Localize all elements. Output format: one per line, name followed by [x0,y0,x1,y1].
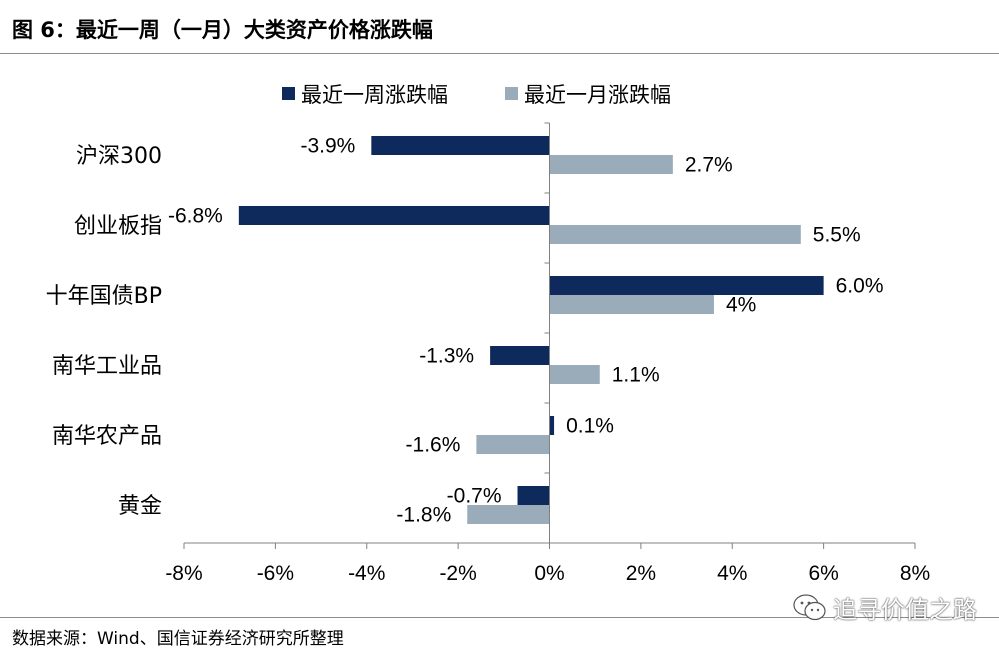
category-label-1: 创业板指 [74,214,162,239]
legend-swatch-0 [282,87,295,100]
bar-month-0 [549,155,673,174]
data-label-month-0: 2.7% [685,154,733,177]
bar-month-3 [549,365,600,384]
value-tick-label-2: -4% [348,562,385,585]
data-label-month-1: 5.5% [813,224,861,247]
watermark-text: 追寻价值之路 [833,596,977,624]
value-tick-label-6: 4% [717,562,747,585]
data-label-week-5: -0.7% [447,485,502,508]
category-label-5: 黄金 [118,494,162,519]
data-label-month-4: -1.6% [406,434,461,457]
data-label-week-0: -3.9% [300,135,355,158]
category-label-2: 十年国债BP [46,284,162,309]
bar-week-2 [549,276,824,295]
figure-title: 图 6：最近一周（一月）大类资产价格涨跌幅 [12,18,433,42]
legend-swatch-1 [505,87,518,100]
title-rule [0,53,999,54]
value-tick-label-7: 6% [808,562,838,585]
bar-week-5 [517,486,550,505]
bar-week-0 [371,136,550,155]
bar-month-4 [476,435,550,454]
bar-month-1 [549,225,801,244]
category-label-4: 南华农产品 [52,424,162,449]
bar-week-1 [238,206,550,225]
legend-label-1: 最近一月涨跌幅 [524,83,671,107]
data-label-week-3: -1.3% [419,345,474,368]
value-tick-label-1: -6% [257,562,294,585]
data-label-week-4: 0.1% [566,415,614,438]
bar-chart: 最近一周涨跌幅 最近一月涨跌幅 -3.9% 2.7% 沪深300 -6.8% 5.5% 创业板… [46,83,931,585]
bar-week-4 [549,416,555,435]
data-label-week-1: -6.8% [168,205,223,228]
data-label-week-2: 6.0% [836,275,884,298]
category-label-0: 沪深300 [76,144,162,169]
category-label-3: 南华工业品 [52,354,162,379]
bar-month-2 [549,295,714,314]
value-tick-label-5: 2% [626,562,656,585]
legend-label-0: 最近一周涨跌幅 [301,83,448,107]
value-tick-label-0: -8% [165,562,202,585]
value-tick-label-4: 0% [534,562,564,585]
wechat-icon [793,593,826,620]
data-label-month-2: 4% [726,294,756,317]
watermark: 追寻价值之路 [793,590,977,625]
source-note: 数据来源：Wind、国信证券经济研究所整理 [12,629,344,649]
value-tick-label-8: 8% [900,562,930,585]
source-rule [0,617,999,618]
bar-week-3 [490,346,550,365]
data-label-month-3: 1.1% [612,364,660,387]
data-label-month-5: -1.8% [396,504,451,527]
bar-month-5 [467,505,550,524]
value-tick-label-3: -2% [439,562,476,585]
